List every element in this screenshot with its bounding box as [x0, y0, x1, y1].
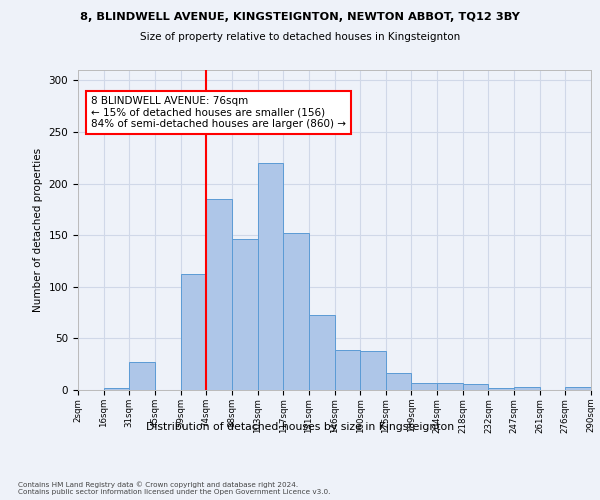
Bar — [437, 383, 463, 390]
Bar — [463, 384, 488, 390]
Bar — [360, 351, 386, 390]
Bar — [283, 233, 309, 390]
Bar — [257, 163, 283, 390]
Text: Size of property relative to detached houses in Kingsteignton: Size of property relative to detached ho… — [140, 32, 460, 42]
Bar — [335, 350, 360, 390]
Text: 8 BLINDWELL AVENUE: 76sqm
← 15% of detached houses are smaller (156)
84% of semi: 8 BLINDWELL AVENUE: 76sqm ← 15% of detac… — [91, 96, 346, 129]
Text: Contains HM Land Registry data © Crown copyright and database right 2024.
Contai: Contains HM Land Registry data © Crown c… — [18, 482, 331, 495]
Bar — [232, 240, 257, 390]
Bar — [514, 387, 540, 390]
Y-axis label: Number of detached properties: Number of detached properties — [33, 148, 43, 312]
Bar — [130, 362, 155, 390]
Bar — [488, 388, 514, 390]
Bar — [412, 383, 437, 390]
Text: Distribution of detached houses by size in Kingsteignton: Distribution of detached houses by size … — [146, 422, 454, 432]
Text: 8, BLINDWELL AVENUE, KINGSTEIGNTON, NEWTON ABBOT, TQ12 3BY: 8, BLINDWELL AVENUE, KINGSTEIGNTON, NEWT… — [80, 12, 520, 22]
Bar — [386, 374, 412, 390]
Bar — [206, 199, 232, 390]
Bar — [104, 388, 130, 390]
Bar — [181, 274, 206, 390]
Bar — [309, 314, 335, 390]
Bar — [565, 387, 591, 390]
